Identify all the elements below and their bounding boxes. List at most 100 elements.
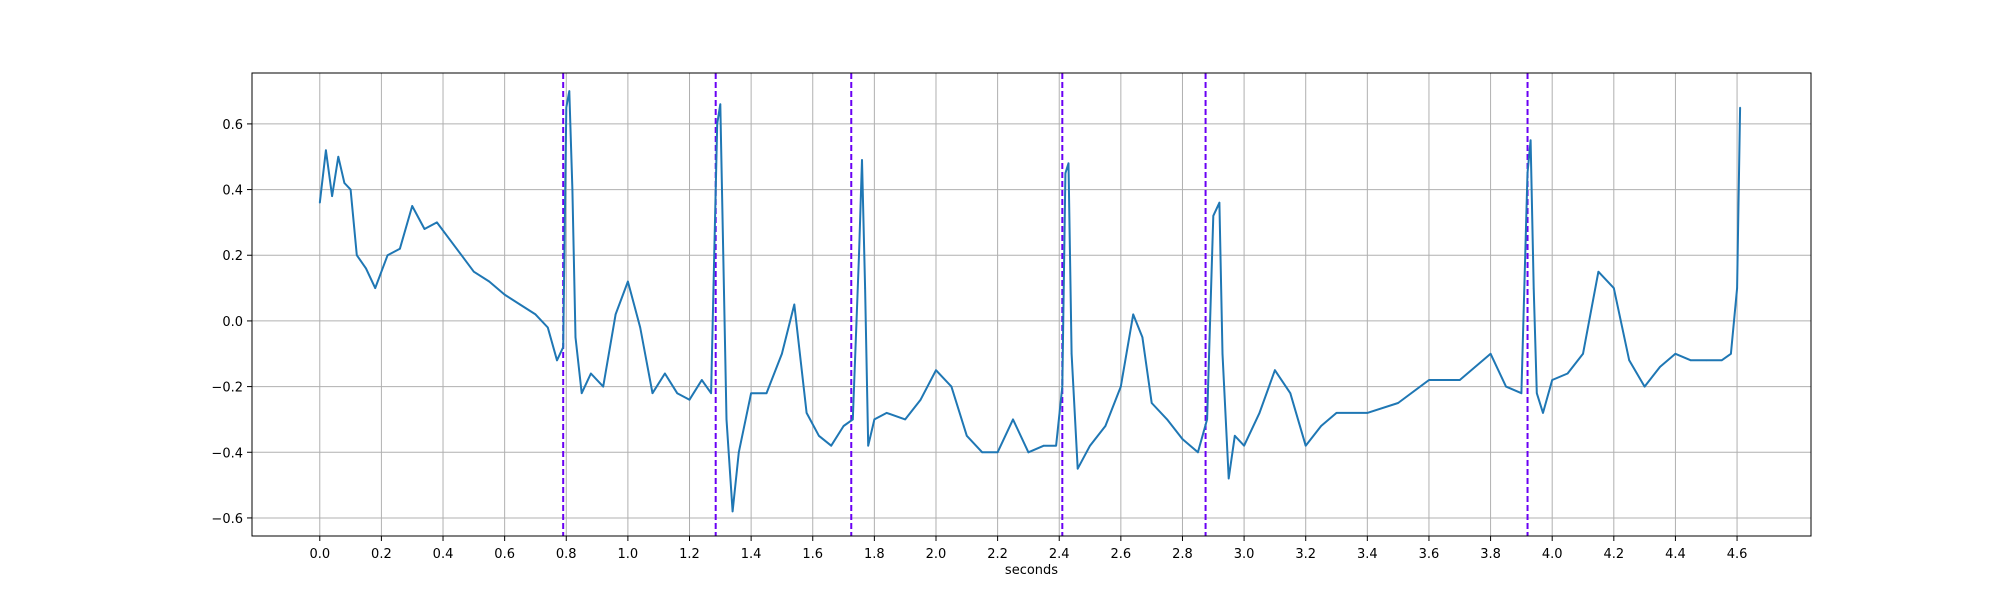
signal-point [1304,444,1307,447]
signal-point [503,293,506,296]
signal-point [996,451,999,454]
signal-point [399,247,401,250]
signal-point [423,228,426,230]
signal-point [858,254,860,256]
signal-point [781,353,783,355]
signal-point [1212,215,1215,217]
signal-point [1141,336,1144,339]
signal-point [664,372,666,375]
signal-point [1027,451,1030,454]
signal-point [765,392,768,395]
signal-point [701,379,703,381]
x-tick-label: 3.8 [1480,547,1501,562]
signal-point [867,444,869,447]
signal-point [319,201,321,204]
signal-point [460,254,463,256]
signal-point [1736,287,1738,289]
signal-point [1104,425,1107,427]
signal-point [1089,444,1091,447]
signal-point [864,287,866,289]
signal-point [436,221,438,224]
signal-point [1067,162,1070,165]
signal-point [1674,353,1677,355]
signal-point [473,270,475,273]
signal-point [571,188,574,191]
x-tick-label: 1.4 [741,547,762,562]
signal-point [1720,359,1723,362]
signal-point [1234,435,1236,437]
signal-point [1012,418,1014,421]
signal-point [842,425,845,427]
signal-point [534,313,537,316]
x-tick-label: 2.6 [1111,547,1132,562]
signal-point [580,392,583,395]
signal-point [574,336,577,339]
signal-point [1397,402,1399,404]
signal-point [716,123,718,125]
signal-point [639,326,641,329]
signal-point [725,418,728,421]
x-tick-label: 2.8 [1172,547,1193,562]
y-tick-label: 0.2 [222,249,243,264]
x-tick-label: 3.4 [1357,547,1378,562]
signal-point [1166,418,1168,421]
signal-point [1459,379,1461,381]
signal-point [1335,412,1338,414]
signal-point [793,303,796,306]
signal-point [1526,172,1529,174]
signal-point [1289,392,1292,395]
y-tick-label: −0.4 [211,446,243,461]
x-tick-label: 2.2 [987,547,1008,562]
signal-point [1181,438,1184,440]
signal-point [904,418,906,421]
signal-point [1505,385,1507,388]
y-tick-label: 0.0 [222,315,243,330]
signal-point [830,444,832,447]
signal-point [627,280,629,283]
x-tick-label: 1.8 [864,547,885,562]
signal-point [488,280,491,283]
signal-point [710,392,712,395]
signal-point [873,418,876,421]
x-tick-label: 2.0 [926,547,947,562]
signal-point [356,254,358,256]
signal-point [565,106,568,109]
x-tick-label: 0.6 [494,547,515,562]
signal-point [1043,444,1045,447]
signal-point [950,385,953,388]
x-tick-label: 0.0 [309,547,330,562]
signal-point [1520,392,1523,395]
signal-point [1739,106,1741,109]
x-tick-label: 4.4 [1665,547,1686,562]
y-tick-label: 0.6 [222,118,243,133]
signal-point [1536,392,1538,395]
x-tick-label: 4.6 [1727,547,1748,562]
signal-point [614,313,617,316]
signal-point [1597,270,1600,273]
signal-point [738,451,740,454]
y-tick-label: 0.4 [222,184,243,199]
signal-point [1061,385,1064,388]
signal-point [337,155,340,158]
signal-point [1258,412,1261,414]
signal-point [1076,467,1079,470]
signal-point [602,385,604,388]
signal-point [343,182,346,184]
signal-point [365,267,367,270]
x-tick-label: 1.2 [679,547,700,562]
x-tick-label: 4.2 [1603,547,1624,562]
signal-point [519,303,521,306]
signal-point [885,412,888,414]
signal-point [1064,172,1067,174]
signal-point [1628,359,1630,362]
x-tick-label: 1.0 [618,547,639,562]
signal-point [731,510,734,513]
signal-point [556,359,558,362]
signal-point [1730,353,1732,355]
x-tick-label: 3.2 [1295,547,1316,562]
signal-point [981,451,983,454]
signal-point [861,159,863,161]
signal-point [1659,366,1661,368]
signal-point [1489,353,1492,355]
x-tick-label: 0.8 [556,547,577,562]
